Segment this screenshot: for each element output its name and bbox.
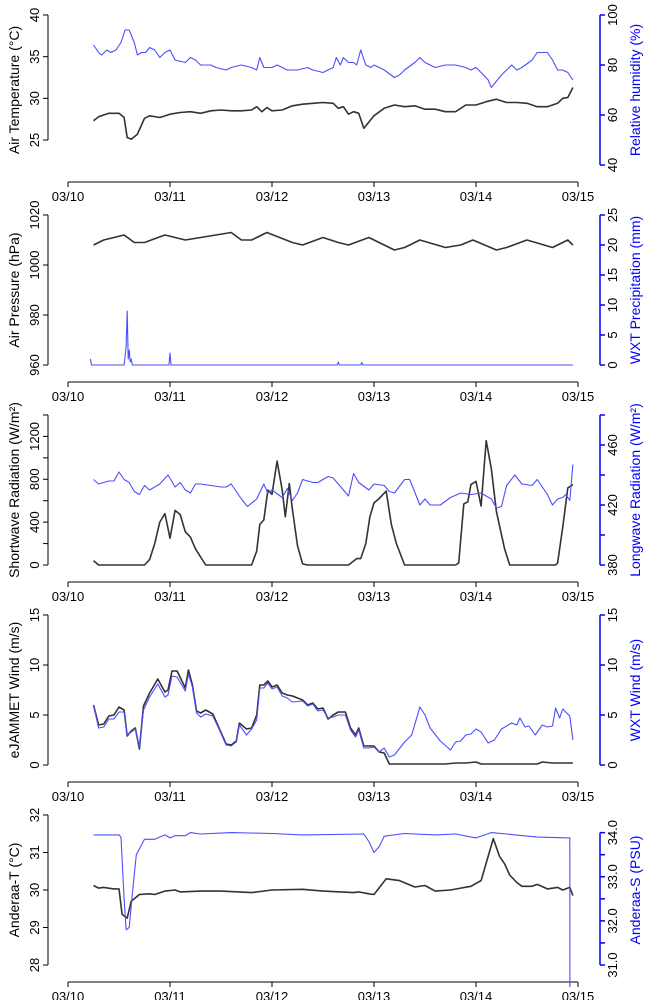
right-y-tick-label: 380 xyxy=(605,554,620,576)
left-y-tick-label: 980 xyxy=(27,304,42,326)
left-y-tick-label: 1000 xyxy=(27,251,42,280)
right-y-tick-label: 15 xyxy=(605,268,620,282)
right-y-tick-label: 40 xyxy=(605,158,620,172)
series-line-anderaa-s xyxy=(93,832,571,988)
right-y-tick-label: 5 xyxy=(605,711,620,718)
right-y-axis-title: Relative humidity (%) xyxy=(627,24,643,156)
right-y-axis-title: WXT Precipitation (mm) xyxy=(627,216,643,364)
right-y-tick-label: 0 xyxy=(605,761,620,768)
right-y-tick-label: 460 xyxy=(605,434,620,456)
left-y-tick-label: 30 xyxy=(27,883,42,897)
panel-3: 03/10 03/11 03/12 03/13 03/14 03/15 0 400 800 120… xyxy=(6,402,643,604)
right-y-tick-label: 34.0 xyxy=(605,820,620,845)
right-y-tick-label: 80 xyxy=(605,58,620,72)
left-y-tick-label: 0 xyxy=(27,561,42,568)
right-y-tick-label: 60 xyxy=(605,108,620,122)
left-y-tick-label: 35 xyxy=(27,49,42,63)
left-y-tick-label: 31 xyxy=(27,845,42,859)
left-y-tick-label: 25 xyxy=(27,133,42,147)
x-tick-label: 03/10 xyxy=(52,789,85,804)
panel-2: 03/10 03/11 03/12 03/13 03/14 03/15 960 980 1000… xyxy=(6,201,643,404)
x-tick-label: 03/11 xyxy=(154,189,186,204)
x-tick-label: 03/15 xyxy=(562,189,595,204)
x-tick-label: 03/14 xyxy=(460,189,493,204)
x-tick-label: 03/14 xyxy=(460,989,493,1000)
x-tick-label: 03/10 xyxy=(52,189,85,204)
left-y-axis-title: Air Pressure (hPa) xyxy=(6,232,22,347)
right-y-tick-label: 32.0 xyxy=(605,908,620,933)
right-y-axis-title: Anderaa-S (PSU) xyxy=(627,836,643,945)
x-tick-label: 03/10 xyxy=(52,989,85,1000)
left-y-axis-title: Air Temperature (°C) xyxy=(6,26,22,154)
x-tick-label: 03/15 xyxy=(562,989,595,1000)
right-y-tick-label: 10 xyxy=(605,658,620,672)
right-y-tick-label: 420 xyxy=(605,494,620,516)
right-y-tick-label: 0 xyxy=(605,361,620,368)
series-line-longwave-radiation xyxy=(93,464,574,509)
x-tick-label: 03/13 xyxy=(358,389,391,404)
x-tick-label: 03/14 xyxy=(460,589,493,604)
x-tick-label: 03/10 xyxy=(52,389,85,404)
right-y-tick-label: 25 xyxy=(605,208,620,222)
right-y-tick-label: 10 xyxy=(605,298,620,312)
series-line-anderaa-t xyxy=(93,837,574,919)
right-y-axis-title: Longwave Radiation (W/m²) xyxy=(627,403,643,577)
x-tick-label: 03/12 xyxy=(256,989,289,1000)
left-y-tick-label: 10 xyxy=(27,658,42,672)
x-tick-label: 03/15 xyxy=(562,789,595,804)
x-tick-label: 03/11 xyxy=(154,989,186,1000)
x-tick-label: 03/12 xyxy=(256,389,289,404)
panel-5: 03/10 03/11 03/12 03/13 03/14 03/15 28 29 30 31 32… xyxy=(6,808,643,1000)
series-line-shortwave-radiation xyxy=(92,439,574,566)
left-y-tick-label: 960 xyxy=(27,354,42,376)
x-tick-label: 03/11 xyxy=(154,589,186,604)
right-y-tick-label: 33.0 xyxy=(605,864,620,889)
left-y-tick-label: 32 xyxy=(27,808,42,822)
x-tick-label: 03/12 xyxy=(256,789,289,804)
panel-1: 03/10 03/11 03/12 03/13 03/14 03/15 25 30 35 40 Ai… xyxy=(6,4,643,204)
right-y-tick-label: 100 xyxy=(605,4,620,26)
left-y-axis-title: eJAMMET Wind (m/s) xyxy=(6,622,22,759)
x-tick-label: 03/14 xyxy=(460,389,493,404)
x-tick-label: 03/14 xyxy=(460,789,493,804)
left-y-tick-label: 40 xyxy=(27,8,42,22)
x-tick-label: 03/13 xyxy=(358,789,391,804)
left-y-tick-label: 15 xyxy=(27,608,42,622)
x-tick-label: 03/10 xyxy=(52,589,85,604)
right-y-tick-label: 15 xyxy=(605,608,620,622)
left-y-tick-label: 400 xyxy=(27,511,42,533)
series-line-relative-humidity xyxy=(93,29,574,89)
series-line-air-pressure xyxy=(93,231,574,251)
left-y-axis-title: Shortwave Radiation (W/m²) xyxy=(6,402,22,578)
x-tick-label: 03/13 xyxy=(358,989,391,1000)
series-line-air-temperature xyxy=(92,87,574,140)
left-y-tick-label: 1200 xyxy=(27,422,42,451)
right-y-tick-label: 20 xyxy=(605,238,620,252)
series-line-wxt-wind xyxy=(92,673,574,758)
x-tick-label: 03/13 xyxy=(358,589,391,604)
x-tick-label: 03/11 xyxy=(154,789,186,804)
left-y-tick-label: 800 xyxy=(27,468,42,490)
panel-4: 03/10 03/11 03/12 03/13 03/14 03/15 0 5 10 15 eJAM… xyxy=(6,608,643,804)
x-tick-label: 03/15 xyxy=(562,589,595,604)
x-tick-label: 03/11 xyxy=(154,389,186,404)
left-y-axis-title: Anderaa-T (°C) xyxy=(6,843,22,938)
left-y-tick-label: 29 xyxy=(27,920,42,934)
x-tick-label: 03/13 xyxy=(358,189,391,204)
right-y-tick-label: 5 xyxy=(605,331,620,338)
right-y-tick-label: 31.0 xyxy=(605,952,620,977)
x-tick-label: 03/15 xyxy=(562,389,595,404)
left-y-tick-label: 1020 xyxy=(27,201,42,230)
series-line-wxt-precipitation xyxy=(89,310,573,366)
x-tick-label: 03/12 xyxy=(256,189,289,204)
right-y-axis-title: WXT Wind (m/s) xyxy=(627,639,643,741)
left-y-tick-label: 5 xyxy=(27,711,42,718)
left-y-tick-label: 28 xyxy=(27,958,42,972)
left-y-tick-label: 0 xyxy=(27,761,42,768)
x-tick-label: 03/12 xyxy=(256,589,289,604)
left-y-tick-label: 30 xyxy=(27,91,42,105)
